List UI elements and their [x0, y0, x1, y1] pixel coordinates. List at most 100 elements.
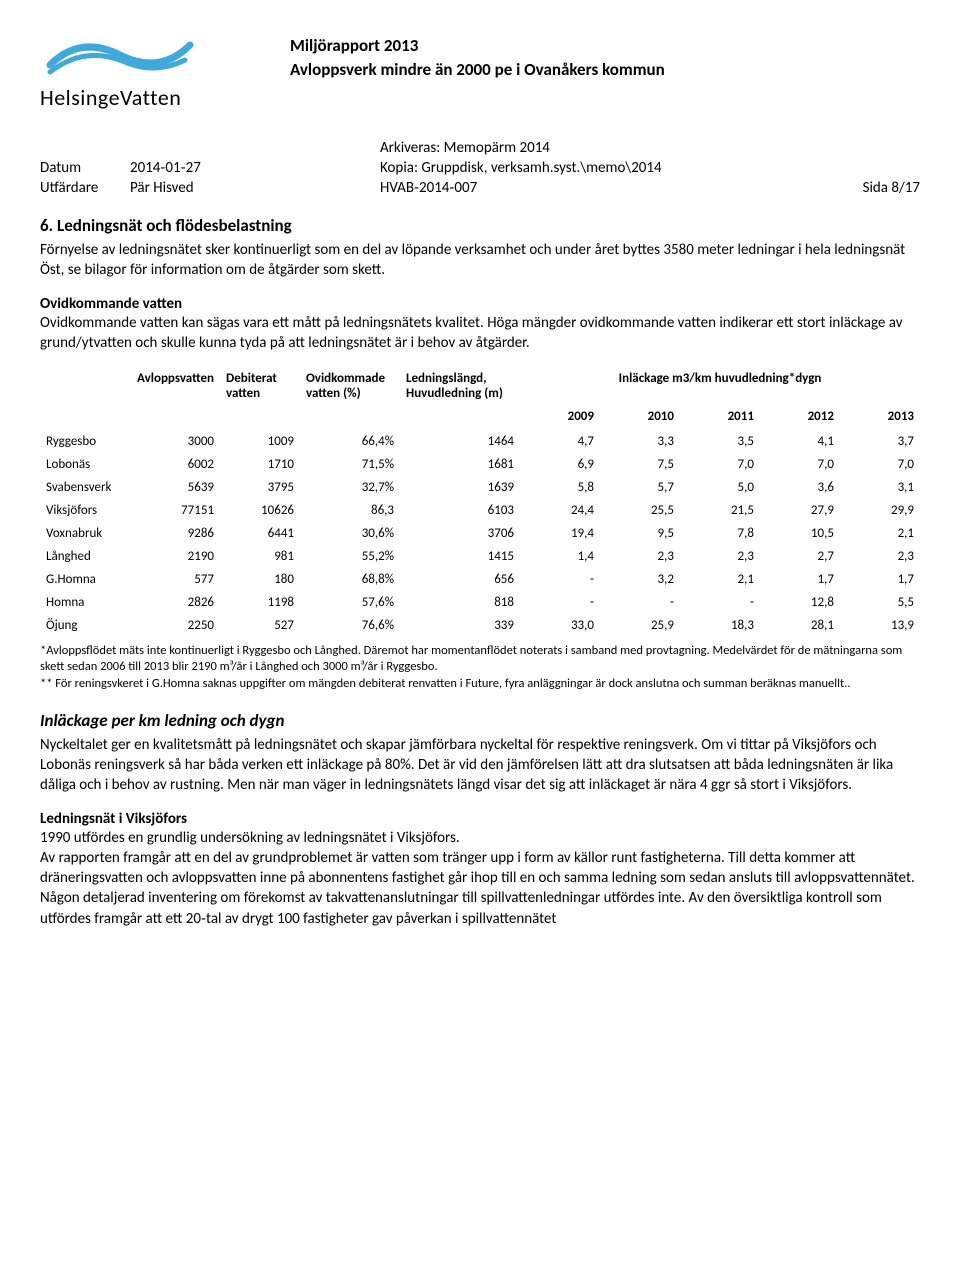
- cell: 9,5: [600, 522, 680, 545]
- cell: 2,1: [840, 522, 920, 545]
- cell: 1,7: [760, 568, 840, 591]
- cell: 1,7: [840, 568, 920, 591]
- cell: 32,7%: [300, 476, 400, 499]
- cell: 1681: [400, 453, 520, 476]
- cell: Viksjöfors: [40, 499, 130, 522]
- cell: Långhed: [40, 545, 130, 568]
- cell: 3,7: [840, 430, 920, 453]
- cell: 656: [400, 568, 520, 591]
- cell: 3,3: [600, 430, 680, 453]
- year-2013: 2013: [840, 407, 920, 430]
- cell: 24,4: [520, 499, 600, 522]
- kopia-label: Kopia: Gruppdisk, verksamh.syst.\memo\20…: [380, 159, 820, 177]
- cell: 18,3: [680, 614, 760, 637]
- table-row: Långhed219098155,2%14151,42,32,32,72,3: [40, 545, 920, 568]
- cell: 5639: [130, 476, 220, 499]
- datum-value: 2014‑01‑27: [130, 159, 380, 177]
- cell: 3,5: [680, 430, 760, 453]
- table-footnote: *Avloppsflödet mäts inte kontinuerligt i…: [40, 643, 920, 692]
- cell: 1009: [220, 430, 300, 453]
- title-line-2: Avloppsverk mindre än 2000 pe i Ovanåker…: [290, 58, 665, 82]
- cell: 3,1: [840, 476, 920, 499]
- cell: -: [520, 591, 600, 614]
- cell: 86,3: [300, 499, 400, 522]
- data-table: Avloppsvatten Debiterat vatten Ovidkomma…: [40, 367, 920, 637]
- cell: 13,9: [840, 614, 920, 637]
- section-6-heading: 6. Ledningsnät och flödesbelastning: [40, 215, 920, 236]
- cell: 3,2: [600, 568, 680, 591]
- table-row: G.Homna57718068,8%656-3,22,11,71,7: [40, 568, 920, 591]
- cell: 3,6: [760, 476, 840, 499]
- cell: 1415: [400, 545, 520, 568]
- cell: 6441: [220, 522, 300, 545]
- cell: 7,8: [680, 522, 760, 545]
- cell: 6103: [400, 499, 520, 522]
- cell: -: [680, 591, 760, 614]
- cell: 29,9: [840, 499, 920, 522]
- cell: 4,1: [760, 430, 840, 453]
- title-line-1: Miljörapport 2013: [290, 34, 665, 58]
- doc-id: HVAB‑2014‑007: [380, 179, 820, 197]
- cell: 3706: [400, 522, 520, 545]
- table-row: Lobonäs6002171071,5%16816,97,57,07,07,0: [40, 453, 920, 476]
- cell: 66,4%: [300, 430, 400, 453]
- cell: 5,8: [520, 476, 600, 499]
- cell: 2,3: [680, 545, 760, 568]
- viksjofors-head: Ledningsnät i Viksjöfors: [40, 810, 920, 828]
- meta-row-datum: Datum 2014‑01‑27 Kopia: Gruppdisk, verks…: [40, 159, 920, 177]
- table-row: Ryggesbo3000100966,4%14644,73,33,54,13,7: [40, 430, 920, 453]
- cell: 76,6%: [300, 614, 400, 637]
- cell: 5,0: [680, 476, 760, 499]
- cell: 19,4: [520, 522, 600, 545]
- cell: 3000: [130, 430, 220, 453]
- cell: 57,6%: [300, 591, 400, 614]
- utf-label: Utfärdare: [40, 179, 130, 197]
- cell: 2,3: [600, 545, 680, 568]
- cell: Voxnabruk: [40, 522, 130, 545]
- cell: 339: [400, 614, 520, 637]
- document-title: Miljörapport 2013 Avloppsverk mindre än …: [290, 30, 665, 82]
- cell: 7,0: [840, 453, 920, 476]
- cell: 25,9: [600, 614, 680, 637]
- table-row: Öjung225052776,6%33933,025,918,328,113,9: [40, 614, 920, 637]
- cell: 9286: [130, 522, 220, 545]
- cell: 28,1: [760, 614, 840, 637]
- cell: 3795: [220, 476, 300, 499]
- cell: Lobonäs: [40, 453, 130, 476]
- table-row: Voxnabruk9286644130,6%370619,49,57,810,5…: [40, 522, 920, 545]
- cell: 30,6%: [300, 522, 400, 545]
- ovid-para: Ovidkommande vatten kan sägas vara ett m…: [40, 313, 920, 354]
- cell: 6,9: [520, 453, 600, 476]
- years-spacer: [40, 407, 520, 430]
- page-number: Sida 8/17: [820, 179, 920, 197]
- table-row: Homna2826119857,6%818---12,85,5: [40, 591, 920, 614]
- cell: 2250: [130, 614, 220, 637]
- cell: 2826: [130, 591, 220, 614]
- cell: 527: [220, 614, 300, 637]
- cell: 71,5%: [300, 453, 400, 476]
- cell: 1464: [400, 430, 520, 453]
- cell: 577: [130, 568, 220, 591]
- cell: 5,7: [600, 476, 680, 499]
- ovid-head: Ovidkommande vatten: [40, 295, 920, 313]
- cell: 6002: [130, 453, 220, 476]
- section-6-para: Förnyelse av ledningsnätet sker kontinue…: [40, 240, 920, 281]
- arkiveras: Arkiveras: Memopärm 2014: [40, 139, 920, 157]
- cell: 12,8: [760, 591, 840, 614]
- cell: 5,5: [840, 591, 920, 614]
- meta-block: Arkiveras: Memopärm 2014 Datum 2014‑01‑2…: [40, 139, 920, 197]
- col-name: [40, 367, 130, 407]
- col-ovid: Ovidkommade vatten (%): [300, 367, 400, 407]
- cell: 10,5: [760, 522, 840, 545]
- cell: 1,4: [520, 545, 600, 568]
- utf-value: Pär Hisved: [130, 179, 380, 197]
- cell: 2,1: [680, 568, 760, 591]
- cell: 4,7: [520, 430, 600, 453]
- meta-spacer: [820, 159, 920, 177]
- meta-row-utf: Utfärdare Pär Hisved HVAB‑2014‑007 Sida …: [40, 179, 920, 197]
- inlackage-heading: Inläckage per km ledning och dygn: [40, 710, 920, 731]
- col-avlopp: Avloppsvatten: [130, 367, 220, 407]
- inlackage-para: Nyckeltalet ger en kvalitetsmått på ledn…: [40, 735, 920, 796]
- cell: 1639: [400, 476, 520, 499]
- cell: Svabensverk: [40, 476, 130, 499]
